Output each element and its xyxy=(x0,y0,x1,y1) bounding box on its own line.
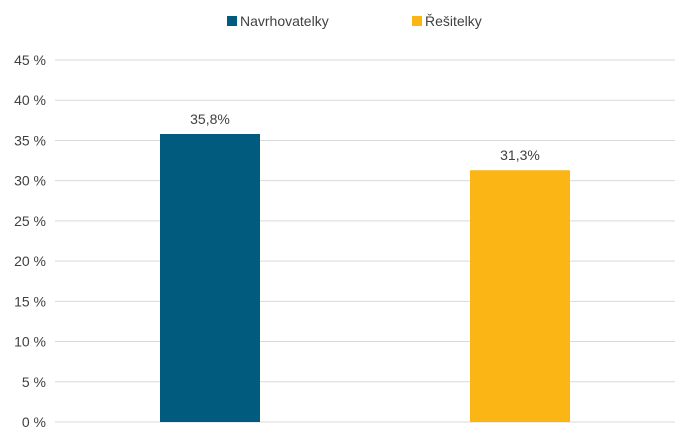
y-tick-label: 45 % xyxy=(14,52,46,68)
y-tick-label: 35 % xyxy=(14,132,46,148)
legend-label: Řešitelky xyxy=(425,13,482,29)
y-tick-label: 5 % xyxy=(22,374,46,390)
bars xyxy=(160,134,570,422)
data-labels: 35,8% 31,3% xyxy=(190,111,540,163)
legend: Navrhovatelky Řešitelky xyxy=(227,13,482,29)
bar-řešitelky xyxy=(470,170,570,422)
y-tick-label: 30 % xyxy=(14,173,46,189)
data-label: 31,3% xyxy=(500,147,540,163)
y-axis-tick-labels: 0 % 5 % 10 % 15 % 20 % 25 % 30 % 35 % 40 % 45 % xyxy=(14,52,46,428)
bar-navrhovatelky xyxy=(160,134,260,422)
y-tick-label: 20 % xyxy=(14,253,46,269)
y-gridlines xyxy=(55,59,675,423)
y-tick-label: 0 % xyxy=(22,414,46,428)
legend-swatch xyxy=(412,16,422,26)
y-tick-label: 40 % xyxy=(14,92,46,108)
legend-label: Navrhovatelky xyxy=(240,13,329,29)
y-tick-label: 25 % xyxy=(14,213,46,229)
y-tick-label: 10 % xyxy=(14,334,46,350)
legend-swatch xyxy=(227,16,237,26)
y-tick-label: 15 % xyxy=(14,293,46,309)
data-label: 35,8% xyxy=(190,111,230,127)
